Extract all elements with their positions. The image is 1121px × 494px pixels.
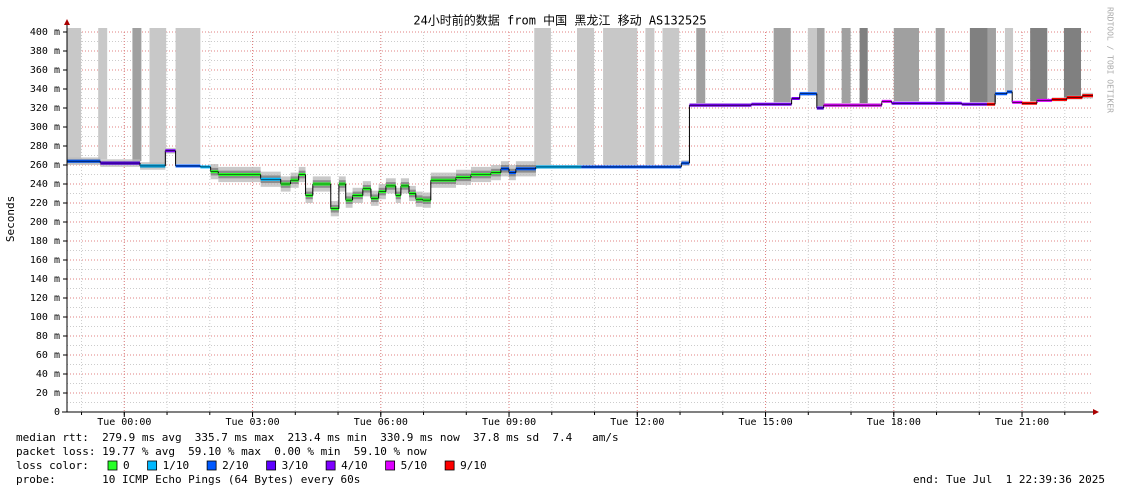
loss-bar [893,28,920,102]
x-tick-label: Tue 09:00 [482,417,536,428]
legend-label: 5/10 [401,459,428,472]
y-tick-label: 340 m [30,84,60,95]
watermark: RRDTOOL / TOBI OETIKER [1106,7,1115,113]
y-tick-label: 200 m [30,217,60,228]
x-tick-label: Tue 21:00 [995,417,1049,428]
stats-line: median rtt: 279.9 ms avg 335.7 ms max 21… [16,431,619,444]
y-tick-label: 360 m [30,65,60,76]
y-tick-label: 280 m [30,141,60,152]
loss-bar [1030,28,1048,102]
y-tick-label: 180 m [30,236,60,247]
legend-swatch [444,460,455,471]
y-tick-label: 220 m [30,198,60,209]
y-tick-label: 140 m [30,274,60,285]
legend-label: 0 [123,459,130,472]
loss-bar [603,28,638,165]
loss-bar [98,28,108,160]
probe-info: probe: 10 ICMP Echo Pings (64 Bytes) eve… [16,473,360,486]
legend-label: 4/10 [341,459,368,472]
y-tick-label: 320 m [30,103,60,114]
loss-bar [935,28,945,102]
y-tick-label: 120 m [30,293,60,304]
y-axis-label: Seconds [4,196,17,242]
loss-bar [175,28,201,164]
loss-bar [132,28,142,162]
y-tick-label: 160 m [30,255,60,266]
y-tick-label: 80 m [36,331,60,342]
x-tick-label: Tue 12:00 [610,417,664,428]
loss-bar [816,28,825,106]
legend-swatch [385,460,396,471]
y-tick-label: 40 m [36,369,60,380]
x-tick-label: Tue 03:00 [225,417,279,428]
legend-label: 9/10 [460,459,487,472]
y-tick-label: 20 m [36,388,60,399]
legend-swatch [266,460,277,471]
loss-bar [773,28,791,103]
legend-label: 1/10 [163,459,190,472]
y-tick-label: 60 m [36,350,60,361]
legend-swatch [107,460,118,471]
loss-bar [859,28,868,104]
loss-bar [1004,28,1014,92]
y-tick-label: 100 m [30,312,60,323]
x-tick-label: Tue 18:00 [867,417,921,428]
loss-bar [987,28,996,103]
loss-bar [841,28,851,104]
axis-arrow [64,19,70,25]
axis-arrow [1093,409,1099,415]
loss-bar [645,28,655,165]
loss-bar [67,28,82,160]
chart-title: 24小时前的数据 from 中国 黑龙江 移动 AS132525 [413,13,706,28]
loss-bar [1063,28,1082,98]
loss-bar [662,28,680,165]
legend-swatch [325,460,336,471]
y-tick-label: 380 m [30,46,60,57]
loss-bar [149,28,167,164]
y-tick-label: 240 m [30,179,60,190]
legend-title: loss color: [16,459,89,472]
legend-label: 3/10 [282,459,309,472]
y-tick-label: 260 m [30,160,60,171]
legend: 0 1/10 2/10 3/10 4/10 5/10 9/10 [107,459,487,472]
x-tick-label: Tue 06:00 [354,417,408,428]
stats-line: packet loss: 19.77 % avg 59.10 % max 0.0… [16,445,427,458]
loss-bar [696,28,706,104]
loss-bar [807,28,817,92]
y-tick-label: 300 m [30,122,60,133]
legend-label: 2/10 [222,459,249,472]
y-tick-label: 400 m [30,27,60,38]
y-tick-label: 0 [54,407,60,418]
x-tick-label: Tue 00:00 [97,417,151,428]
x-tick-label: Tue 15:00 [738,417,792,428]
plot [67,28,1093,217]
legend-swatch [206,460,217,471]
end-time: end: Tue Jul 1 22:39:36 2025 [913,473,1105,486]
loss-bar [534,28,551,167]
loss-bar [969,28,988,103]
legend-swatch [147,460,158,471]
loss-bar [577,28,595,165]
